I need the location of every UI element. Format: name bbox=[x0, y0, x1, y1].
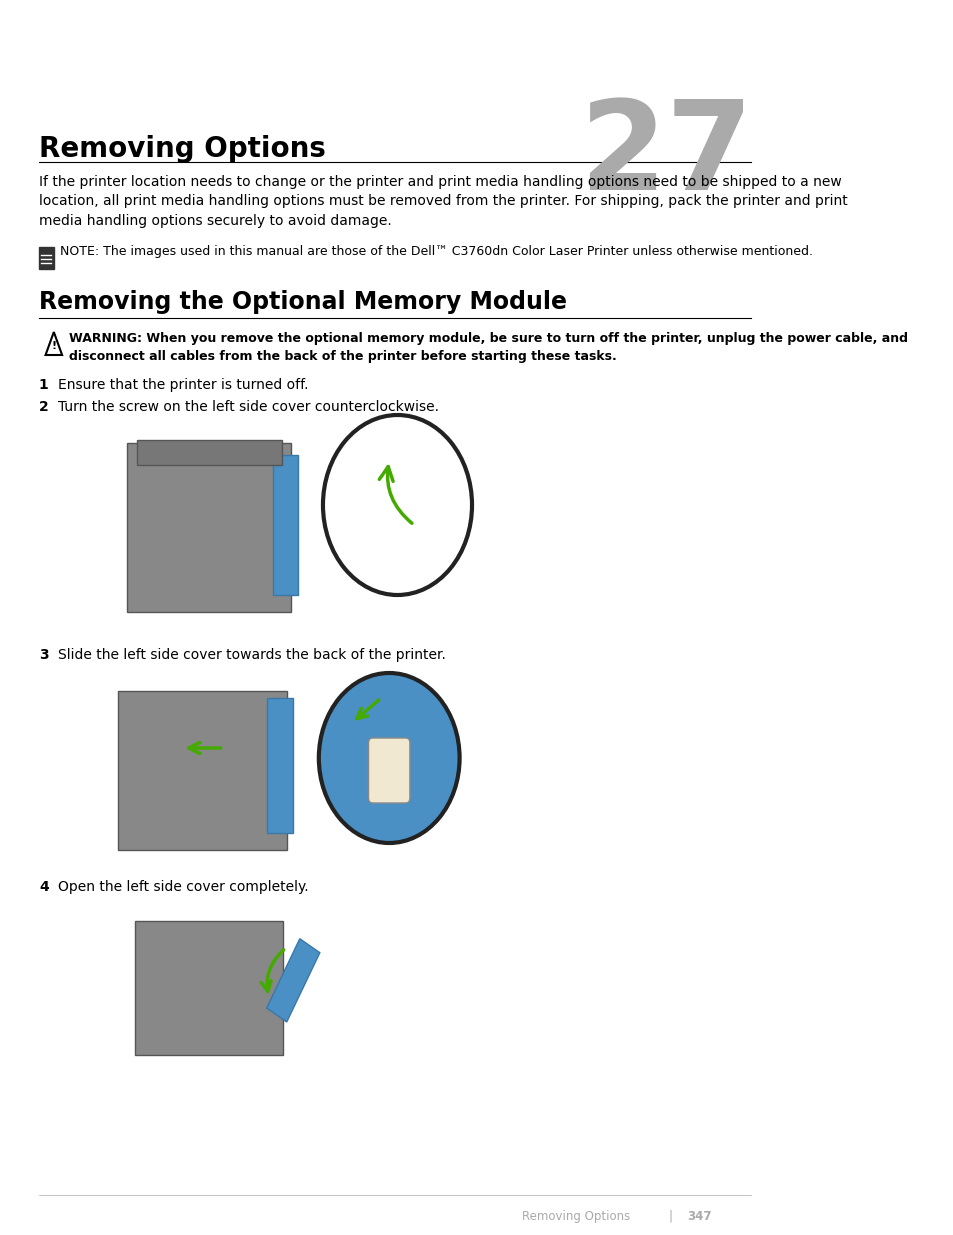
FancyBboxPatch shape bbox=[267, 698, 293, 832]
FancyBboxPatch shape bbox=[39, 247, 53, 269]
FancyBboxPatch shape bbox=[134, 921, 283, 1055]
Text: Removing the Optional Memory Module: Removing the Optional Memory Module bbox=[39, 290, 566, 314]
Text: Ensure that the printer is turned off.: Ensure that the printer is turned off. bbox=[58, 378, 308, 391]
Text: NOTE: The images used in this manual are those of the Dell™ C3760dn Color Laser : NOTE: The images used in this manual are… bbox=[59, 245, 812, 258]
Polygon shape bbox=[267, 939, 319, 1023]
Text: Removing Options: Removing Options bbox=[39, 135, 326, 163]
Text: !: ! bbox=[51, 341, 56, 351]
Text: Open the left side cover completely.: Open the left side cover completely. bbox=[58, 881, 308, 894]
Text: Removing Options: Removing Options bbox=[521, 1210, 629, 1223]
Circle shape bbox=[318, 673, 459, 844]
Text: 347: 347 bbox=[686, 1210, 711, 1223]
Text: |: | bbox=[668, 1210, 672, 1223]
Text: WARNING: When you remove the optional memory module, be sure to turn off the pri: WARNING: When you remove the optional me… bbox=[69, 332, 907, 363]
Text: 27: 27 bbox=[579, 95, 753, 216]
Circle shape bbox=[323, 415, 472, 595]
FancyBboxPatch shape bbox=[273, 454, 297, 595]
FancyBboxPatch shape bbox=[368, 739, 410, 803]
Text: 3: 3 bbox=[39, 648, 49, 662]
FancyBboxPatch shape bbox=[118, 692, 287, 850]
FancyBboxPatch shape bbox=[127, 443, 292, 613]
Text: 2: 2 bbox=[39, 400, 49, 414]
Text: 1: 1 bbox=[39, 378, 49, 391]
Text: Slide the left side cover towards the back of the printer.: Slide the left side cover towards the ba… bbox=[58, 648, 445, 662]
Text: 4: 4 bbox=[39, 881, 49, 894]
FancyBboxPatch shape bbox=[136, 440, 281, 466]
Text: Turn the screw on the left side cover counterclockwise.: Turn the screw on the left side cover co… bbox=[58, 400, 438, 414]
Text: If the printer location needs to change or the printer and print media handling : If the printer location needs to change … bbox=[39, 175, 847, 228]
